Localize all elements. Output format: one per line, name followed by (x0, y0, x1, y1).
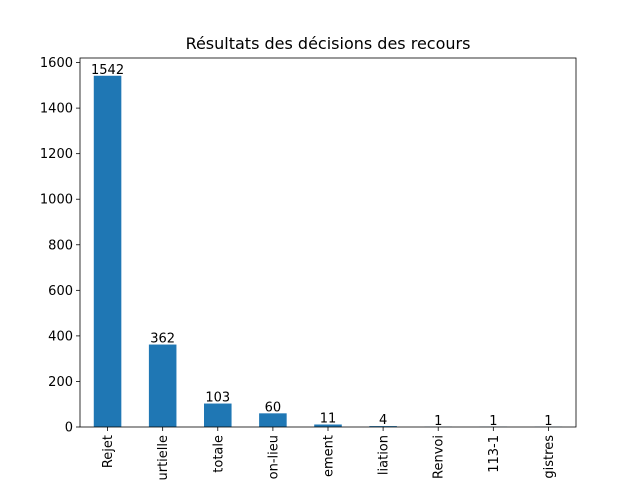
data-label-0: 1542 (91, 63, 124, 78)
y-tick-label-4: 800 (48, 238, 73, 253)
y-tick-label-5: 1000 (40, 193, 73, 208)
y-tick-label-8: 1600 (40, 56, 73, 71)
x-tick-label-8: gistres (542, 435, 557, 479)
bar-5 (369, 426, 397, 427)
x-tick-label-4: ement (322, 435, 337, 477)
y-tick-label-1: 200 (48, 375, 73, 390)
chart-title: Résultats des décisions des recours (186, 34, 471, 53)
bar-3 (259, 413, 287, 427)
data-label-5: 4 (379, 413, 387, 428)
y-tick-label-7: 1400 (40, 102, 73, 117)
y-tick-label-6: 1200 (40, 147, 73, 162)
data-label-2: 103 (205, 391, 230, 406)
bar-1 (148, 344, 177, 427)
data-label-3: 60 (265, 400, 282, 415)
bar-0 (93, 75, 122, 428)
x-axis: Rejet urtielle totale on-lieu ement liation Re… (101, 427, 557, 480)
plot-frame (79, 57, 577, 428)
data-label-4: 11 (320, 411, 337, 426)
x-tick-label-3: on-lieu (266, 435, 281, 479)
data-label-1: 362 (150, 332, 175, 347)
x-tick-label-1: urtielle (156, 435, 171, 480)
bars-group (93, 75, 563, 428)
data-label-7: 1 (489, 414, 497, 429)
x-tick-label-5: liation (377, 435, 392, 475)
x-tick-label-7: 113-1 (487, 435, 502, 473)
y-tick-label-0: 0 (65, 421, 73, 436)
y-tick-label-3: 600 (48, 284, 73, 299)
x-tick-label-6: Renvoi (432, 435, 447, 479)
y-axis: 0 200 400 600 800 1000 1200 1400 1600 (40, 56, 80, 436)
data-label-6: 1 (434, 414, 442, 429)
bar-4 (314, 424, 342, 427)
x-tick-label-2: totale (211, 435, 226, 473)
y-tick-label-2: 400 (48, 329, 73, 344)
data-label-8: 1 (544, 414, 552, 429)
x-tick-label-0: Rejet (101, 435, 116, 468)
bar-2 (204, 403, 232, 427)
